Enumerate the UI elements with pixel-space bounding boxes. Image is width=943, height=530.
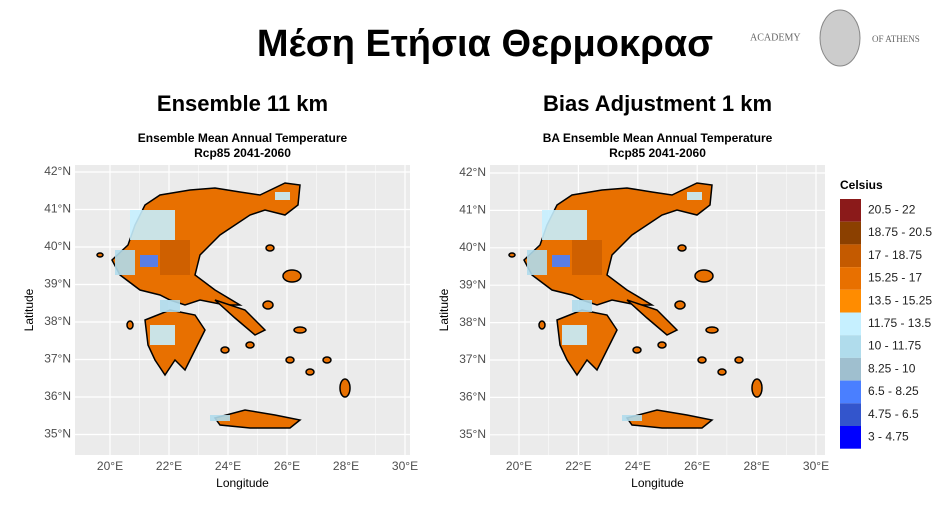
legend-label: 18.75 - 20.5	[868, 225, 932, 239]
legend-label: 8.25 - 10	[868, 361, 916, 375]
x-tick-label: 26°E	[274, 459, 300, 473]
logo-emblem	[819, 9, 861, 67]
y-tick-label: 41°N	[459, 203, 486, 217]
cool-patch	[140, 255, 158, 267]
y-tick-label: 36°N	[44, 389, 71, 403]
x-tick-label: 20°E	[506, 459, 532, 473]
greece-map	[96, 182, 351, 429]
map-subtitle: Rcp85 2041-2060	[609, 146, 706, 160]
cool-patch	[160, 300, 180, 312]
logo-text: OF ATHENS	[872, 34, 920, 44]
cool-patch	[562, 325, 587, 345]
logo-text: ACADEMY	[750, 32, 801, 43]
y-tick-label: 42°N	[44, 164, 71, 178]
x-axis-label: Longitude	[216, 476, 269, 490]
legend-label: 6.5 - 8.25	[868, 384, 919, 398]
legend-swatch	[840, 267, 861, 290]
legend-swatch	[840, 289, 861, 313]
cool-patch	[115, 250, 135, 275]
cool-patch	[622, 415, 642, 421]
y-tick-label: 42°N	[459, 165, 486, 179]
cool-patch	[552, 255, 570, 267]
x-tick-label: 28°E	[744, 459, 770, 473]
greece-map	[508, 182, 763, 429]
cool-patch	[527, 250, 547, 275]
map-title: Ensemble Mean Annual Temperature	[138, 131, 348, 145]
cool-patch	[687, 192, 702, 200]
legend-swatch	[840, 244, 861, 268]
legend-label: 11.75 - 13.5	[868, 316, 931, 330]
y-tick-label: 35°N	[459, 427, 486, 441]
panel-heading: Bias Adjustment 1 km	[543, 91, 772, 116]
legend-swatch	[840, 357, 861, 381]
y-tick-label: 38°N	[44, 314, 71, 328]
y-tick-label: 40°N	[459, 240, 486, 254]
x-tick-label: 30°E	[392, 459, 418, 473]
legend-swatch	[840, 403, 861, 426]
y-tick-label: 39°N	[459, 277, 486, 291]
y-tick-label: 38°N	[459, 315, 486, 329]
legend-swatch	[840, 426, 861, 449]
x-tick-label: 22°E	[156, 459, 182, 473]
y-tick-label: 40°N	[44, 239, 71, 253]
legend-label: 15.25 - 17	[868, 271, 922, 285]
y-tick-label: 37°N	[459, 352, 486, 366]
cool-patch	[150, 325, 175, 345]
y-tick-label: 36°N	[459, 390, 486, 404]
cool-patch	[210, 415, 230, 421]
x-tick-label: 24°E	[625, 459, 651, 473]
x-tick-label: 28°E	[333, 459, 359, 473]
slide-title: Μέση Ετήσια Θερμοκρασ	[257, 23, 713, 65]
y-axis-label: Latitude	[22, 288, 36, 331]
panel-heading: Ensemble 11 km	[157, 91, 328, 116]
legend-label: 10 - 11.75	[868, 339, 921, 353]
y-axis-label: Latitude	[437, 288, 451, 331]
x-tick-label: 24°E	[215, 459, 241, 473]
y-tick-label: 39°N	[44, 277, 71, 291]
cool-patch	[542, 210, 587, 240]
cool-patch	[275, 192, 290, 200]
y-tick-label: 37°N	[44, 352, 71, 366]
map-subtitle: Rcp85 2041-2060	[194, 146, 291, 160]
legend-title: Celsius	[840, 178, 883, 192]
x-axis-label: Longitude	[631, 476, 684, 490]
y-tick-label: 41°N	[44, 202, 71, 216]
legend-label: 4.75 - 6.5	[868, 407, 919, 421]
cool-patch	[572, 300, 592, 312]
legend-swatch	[840, 380, 861, 404]
x-tick-label: 30°E	[803, 459, 829, 473]
legend-swatch	[840, 221, 861, 245]
legend-swatch	[840, 335, 861, 358]
legend-swatch	[840, 199, 861, 222]
cool-patch	[130, 210, 175, 240]
legend-label: 13.5 - 15.25	[868, 293, 932, 307]
map-title: BA Ensemble Mean Annual Temperature	[543, 131, 773, 145]
legend-label: 20.5 - 22	[868, 202, 916, 216]
x-tick-label: 26°E	[684, 459, 710, 473]
x-tick-label: 20°E	[97, 459, 123, 473]
legend-label: 17 - 18.75	[868, 248, 922, 262]
warm-patch	[572, 240, 602, 275]
logo: ACADEMY OF ATHENS	[750, 9, 920, 67]
y-tick-label: 35°N	[44, 427, 71, 441]
legend-swatch	[840, 312, 861, 336]
x-tick-label: 22°E	[565, 459, 591, 473]
warm-patch	[160, 240, 190, 275]
legend-label: 3 - 4.75	[868, 429, 909, 443]
